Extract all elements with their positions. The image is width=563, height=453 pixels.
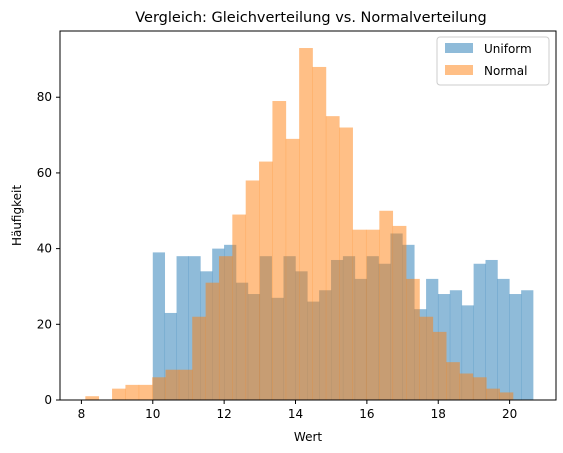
legend-label-normal: Normal (484, 64, 527, 78)
bar-normal-0 (85, 396, 100, 400)
bar-normal-9 (205, 282, 220, 400)
bar-normal-13 (259, 161, 273, 400)
bar-uniform-28 (485, 259, 498, 400)
bar-normal-11 (232, 214, 247, 400)
bar-normal-19 (339, 127, 353, 400)
bar-normal-4 (138, 384, 153, 400)
x-tick-label-8: 8 (78, 407, 86, 421)
bar-normal-28 (459, 373, 474, 400)
x-tick-label-10: 10 (145, 407, 160, 421)
bar-normal-6 (165, 369, 180, 400)
y-axis-title: Häufigkeit (10, 185, 24, 246)
bar-normal-10 (218, 256, 233, 400)
bar-normal-25 (419, 316, 434, 400)
bars-layer (85, 48, 534, 401)
bar-normal-7 (178, 369, 193, 400)
plot-frame (59, 30, 557, 401)
bar-uniform-0 (152, 252, 166, 400)
bar-normal-26 (432, 331, 447, 400)
x-tick-label-18: 18 (431, 407, 446, 421)
x-tick-label-14: 14 (288, 407, 303, 421)
bar-normal-3 (125, 384, 140, 400)
y-tick-label-60: 60 (37, 166, 52, 180)
x-tick-label-20: 20 (502, 407, 517, 421)
y-tick-label-40: 40 (37, 242, 52, 256)
legend-swatch-normal (445, 65, 473, 75)
bar-normal-2 (112, 388, 126, 400)
bar-uniform-31 (521, 290, 534, 400)
x-tick-label-16: 16 (359, 407, 374, 421)
x-tick-label-12: 12 (217, 407, 232, 421)
y-tick-label-0: 0 (44, 393, 52, 407)
bar-normal-17 (312, 66, 327, 400)
bar-normal-14 (272, 101, 287, 401)
legend-label-uniform: Uniform (484, 42, 532, 56)
bar-normal-23 (392, 225, 407, 400)
bar-normal-20 (352, 229, 367, 400)
bar-normal-27 (446, 362, 460, 400)
bar-normal-8 (192, 316, 206, 400)
bar-normal-16 (299, 48, 313, 400)
bar-normal-24 (406, 278, 420, 400)
y-tick-label-80: 80 (37, 90, 52, 104)
bar-normal-31 (499, 392, 514, 400)
bar-normal-22 (379, 210, 394, 400)
x-axis-title: Wert (294, 430, 322, 444)
bar-normal-21 (365, 229, 380, 400)
bar-uniform-27 (473, 263, 486, 400)
chart-title: Vergleich: Gleichverteilung vs. Normalve… (135, 10, 486, 26)
legend-swatch-uniform (445, 43, 473, 53)
y-axis: 0 20 40 60 80 (37, 90, 60, 407)
bar-normal-5 (152, 377, 166, 400)
bar-uniform-2 (176, 256, 189, 400)
bar-normal-18 (325, 116, 340, 401)
bar-uniform-30 (509, 294, 522, 400)
bar-normal-29 (472, 377, 487, 400)
bar-normal-12 (245, 180, 260, 400)
x-axis: 8 10 12 14 16 18 20 (78, 400, 517, 421)
bar-normal-15 (285, 138, 300, 401)
legend: Uniform Normal (436, 36, 550, 86)
bar-normal-30 (486, 388, 500, 400)
bar-uniform-29 (497, 278, 510, 400)
y-tick-label-20: 20 (37, 317, 52, 331)
